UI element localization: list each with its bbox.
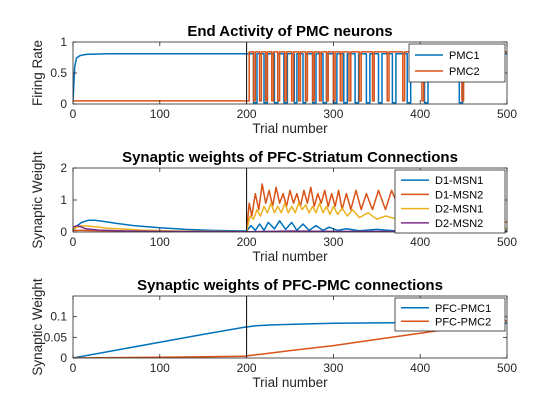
legend-label-pfc-pmc1: PFC-PMC1 [435, 303, 491, 315]
x-tick-label: 200 [237, 107, 257, 121]
legend: D1-MSN1 D1-MSN2 D2-MSN1 D2-MSN2 [394, 169, 506, 234]
x-tick-label: 100 [150, 361, 170, 375]
legend: PMC1 PMC2 [408, 43, 506, 83]
x-tick-label: 500 [497, 235, 517, 249]
x-tick-label: 400 [410, 107, 430, 121]
x-tick-label: 100 [150, 107, 170, 121]
x-tick-label: 400 [410, 235, 430, 249]
legend-label-d1-msn1: D1-MSN1 [435, 175, 483, 187]
legend-label-pfc-pmc2: PFC-PMC2 [435, 316, 491, 328]
legend-label-d2-msn1: D2-MSN1 [435, 204, 483, 216]
chart-title: End Activity of PMC neurons [187, 23, 392, 40]
chart-2: 0 100 200 300 400 500 0 1 2 Synaptic weights of P… [30, 149, 517, 264]
x-tick-label: 200 [237, 361, 257, 375]
chart-title: Synaptic weights of PFC-Striatum Connect… [122, 149, 458, 166]
x-tick-label: 0 [70, 107, 77, 121]
y-tick-label: 0 [60, 97, 67, 111]
chart-1: 0 100 200 300 400 500 0 0.5 1 End Activity of PMC… [30, 23, 517, 136]
y-tick-label: 0.05 [44, 330, 68, 344]
x-tick-label: 0 [70, 235, 77, 249]
y-axis-label: Synaptic Weight [30, 151, 45, 249]
x-tick-label: 300 [323, 107, 343, 121]
y-axis-label: Synaptic Weight [30, 278, 45, 376]
x-tick-label: 300 [323, 361, 343, 375]
x-tick-label: 300 [323, 235, 343, 249]
y-tick-label: 0.5 [50, 66, 67, 80]
series-line-pmc1 [73, 53, 507, 104]
x-tick-label: 200 [237, 235, 257, 249]
y-tick-label: 2 [60, 161, 67, 175]
series-line-d1-msn1 [73, 219, 507, 232]
x-tick-label: 100 [150, 235, 170, 249]
legend-label-pmc1: PMC1 [449, 50, 480, 62]
series-line-pmc2 [73, 51, 507, 102]
x-axis-label: Trial number [252, 121, 328, 136]
y-axis-label: Firing Rate [30, 40, 45, 106]
chart-title: Synaptic weights of PFC-PMC connections [137, 277, 443, 294]
legend-label-d1-msn2: D1-MSN2 [435, 189, 483, 201]
legend-label-pmc2: PMC2 [449, 66, 480, 78]
x-tick-label: 500 [497, 107, 517, 121]
legend-label-d2-msn2: D2-MSN2 [435, 218, 483, 230]
legend-box [394, 297, 506, 332]
y-tick-label: 1 [60, 193, 67, 207]
y-tick-label: 0 [60, 351, 67, 365]
x-tick-label: 500 [497, 361, 517, 375]
y-tick-label: 1 [60, 35, 67, 49]
chart-3: 0 100 200 300 400 500 0 0.05 0.1 Synaptic weights… [30, 277, 517, 390]
series-group [73, 51, 507, 104]
y-tick-label: 0.1 [50, 310, 67, 324]
x-axis-label: Trial number [252, 375, 328, 390]
series-line-d2-msn1 [73, 202, 507, 232]
x-tick-label: 0 [70, 361, 77, 375]
y-tick-label: 0 [60, 225, 67, 239]
x-tick-label: 400 [410, 361, 430, 375]
x-axis-label: Trial number [252, 249, 328, 264]
axes-frame [72, 295, 508, 359]
legend-box [408, 43, 506, 83]
